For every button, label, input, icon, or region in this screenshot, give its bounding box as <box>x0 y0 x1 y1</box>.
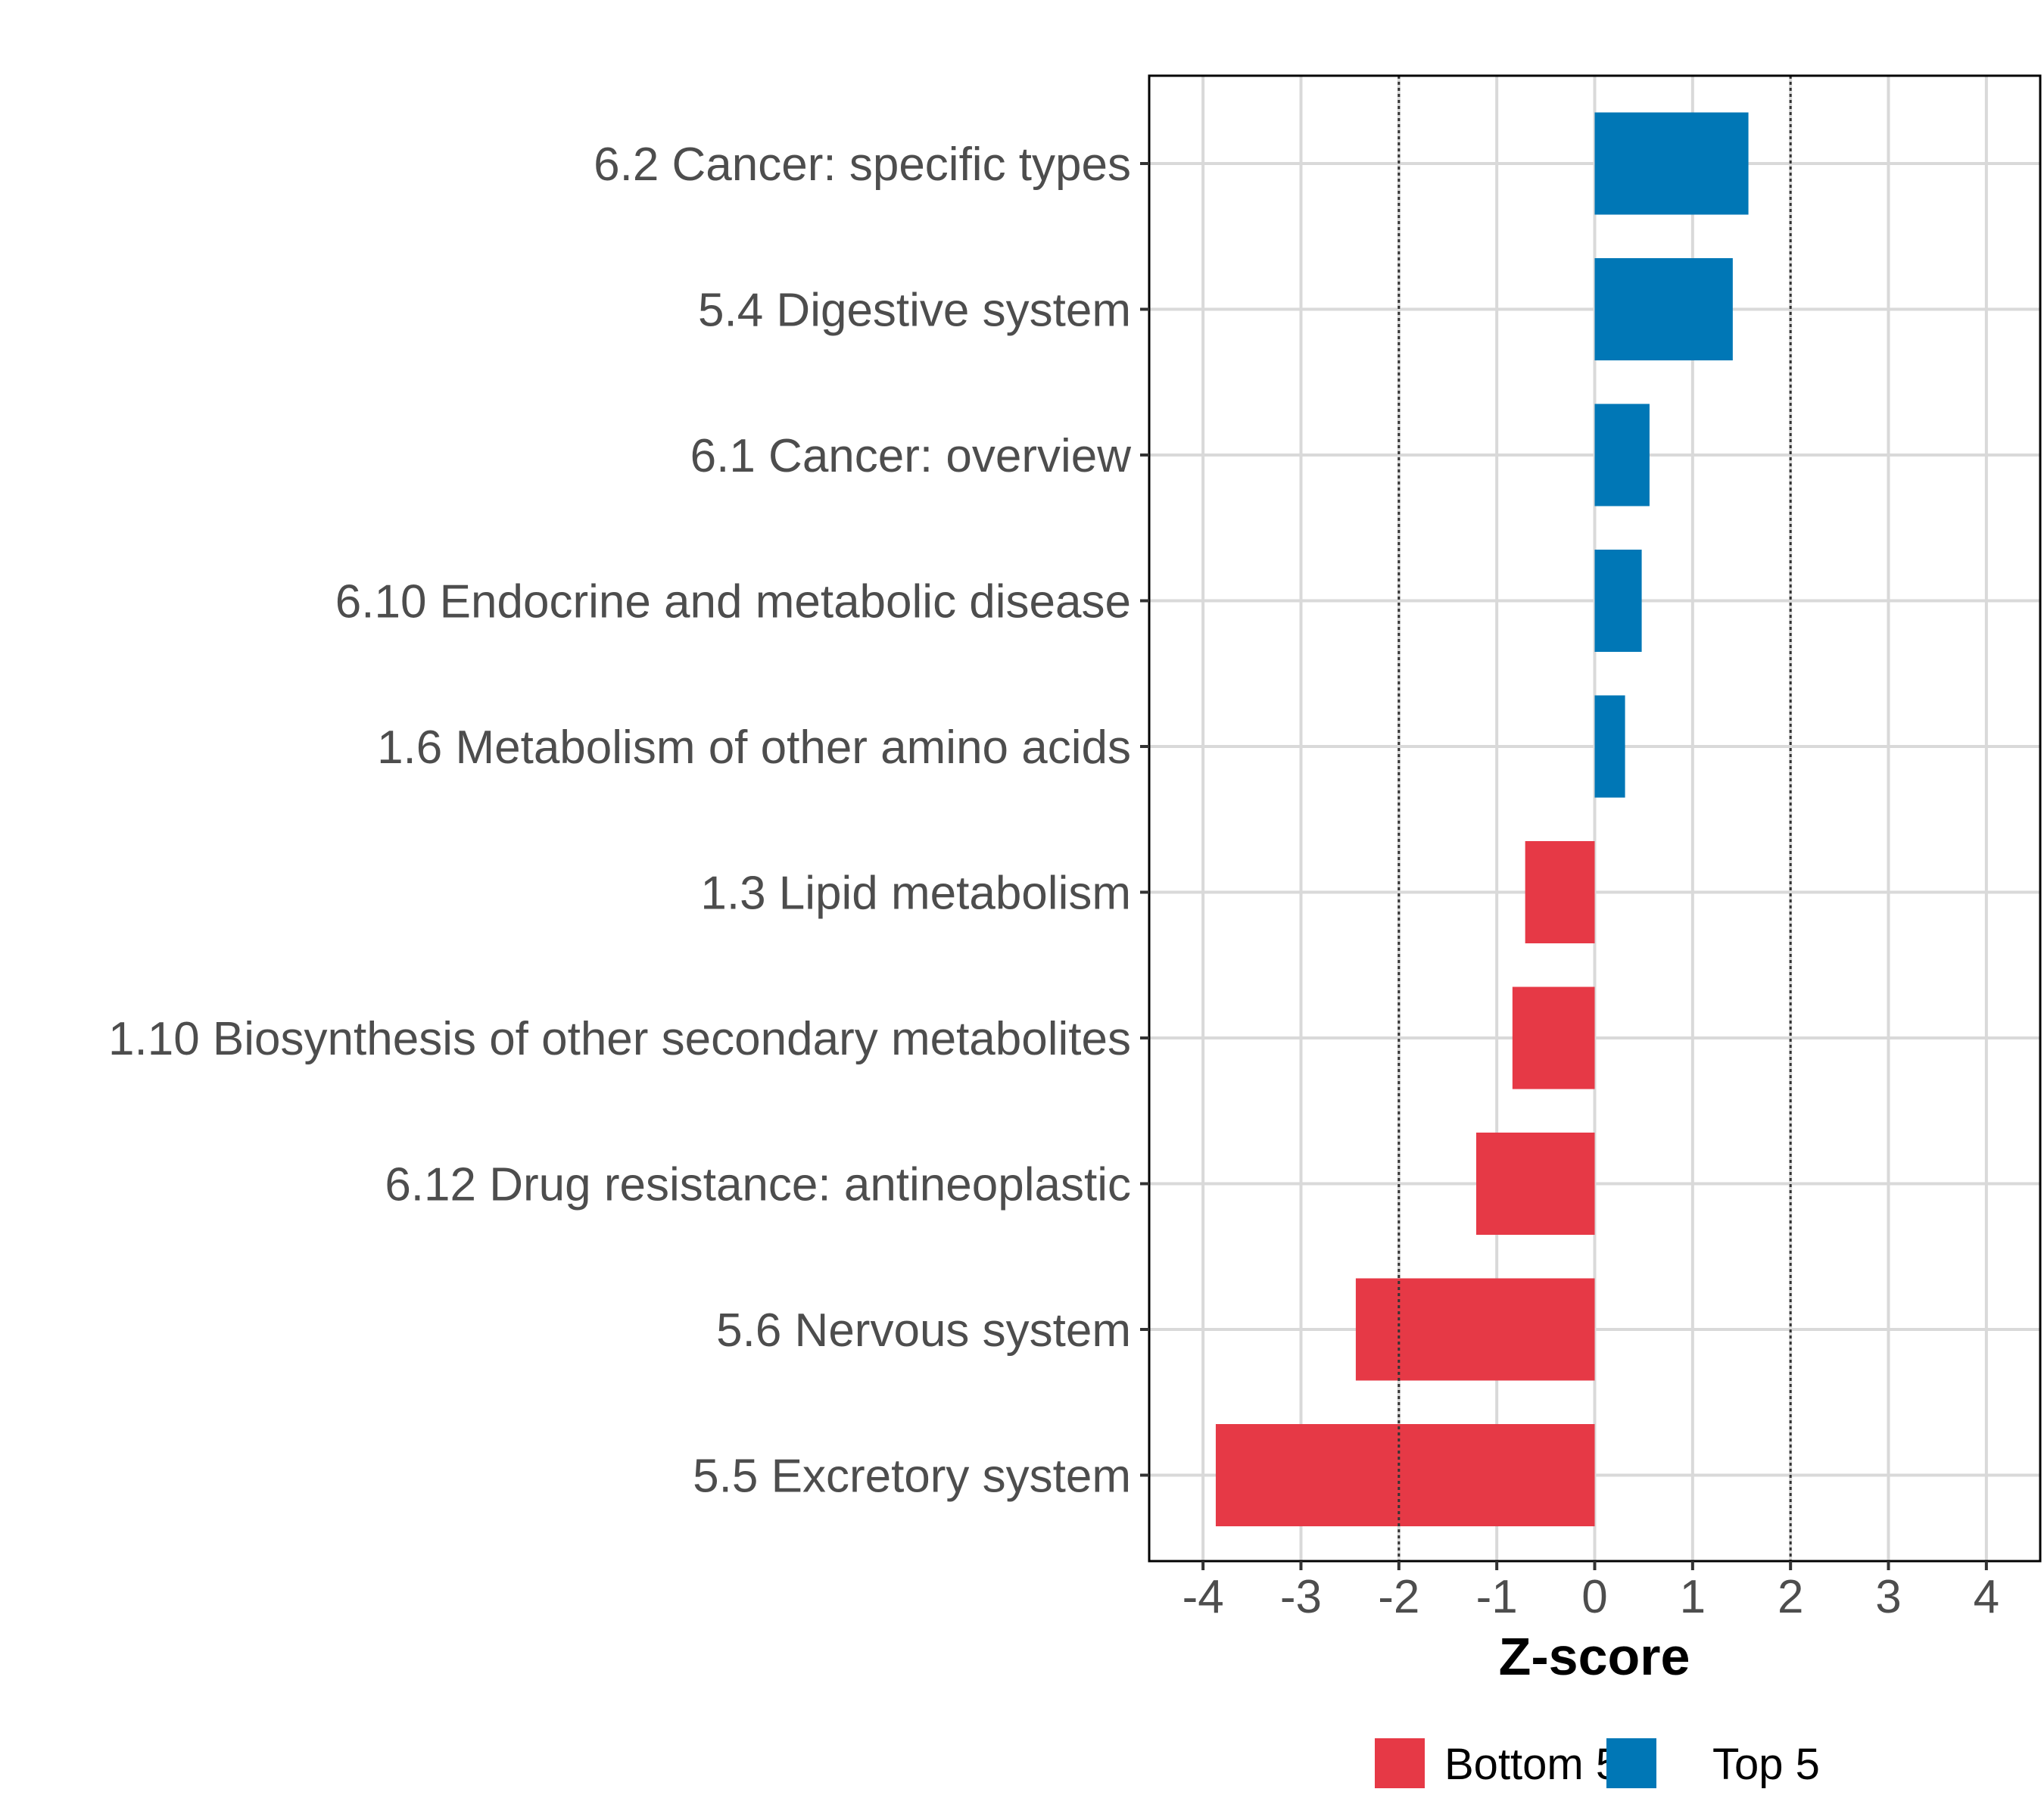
legend-swatch-0 <box>1375 1738 1425 1788</box>
bar-3 <box>1594 550 1642 652</box>
x-tick-labels: -4 -3 -2 -1 0 1 2 3 4 <box>1182 1571 2000 1623</box>
bar-1 <box>1594 258 1733 360</box>
bar-0 <box>1594 112 1749 215</box>
x-tick-label-6: 2 <box>1778 1571 1803 1623</box>
x-tick-label-4: 0 <box>1581 1571 1607 1623</box>
bar-4 <box>1594 695 1625 798</box>
category-label-3: 6.10 Endocrine and metabolic disease <box>335 576 1131 628</box>
x-tick-label-8: 4 <box>1974 1571 1999 1623</box>
category-label-2: 6.1 Cancer: overview <box>690 430 1132 482</box>
bar-9 <box>1215 1424 1595 1526</box>
legend: Bottom 5 Top 5 <box>1375 1738 1820 1789</box>
bar-8 <box>1355 1278 1595 1381</box>
legend-swatch-1 <box>1606 1738 1656 1788</box>
x-tick-label-7: 3 <box>1875 1571 1901 1623</box>
category-label-8: 5.6 Nervous system <box>716 1304 1131 1357</box>
x-tick-label-0: -4 <box>1182 1571 1224 1623</box>
x-tick-label-3: -1 <box>1476 1571 1518 1623</box>
legend-label-0: Bottom 5 <box>1444 1740 1620 1789</box>
x-tick-label-5: 1 <box>1680 1571 1706 1623</box>
category-label-7: 6.12 Drug resistance: antineoplastic <box>385 1159 1131 1211</box>
x-axis-title: Z-score <box>1499 1627 1690 1686</box>
bar-2 <box>1594 404 1650 506</box>
category-label-6: 1.10 Biosynthesis of other secondary met… <box>108 1013 1131 1065</box>
x-tick-label-1: -3 <box>1280 1571 1322 1623</box>
reference-lines <box>1397 76 1792 1561</box>
bar-7 <box>1475 1133 1595 1235</box>
category-labels: 6.2 Cancer: specific types 5.4 Digestive … <box>108 139 1131 1503</box>
bar-6 <box>1512 986 1595 1089</box>
ticks-layer <box>1140 162 1988 1570</box>
category-label-5: 1.3 Lipid metabolism <box>700 868 1131 920</box>
category-label-1: 5.4 Digestive system <box>698 285 1131 337</box>
bars-layer <box>1215 112 1749 1526</box>
category-label-9: 5.5 Excretory system <box>693 1451 1131 1503</box>
legend-label-1: Top 5 <box>1712 1740 1820 1789</box>
bar-5 <box>1525 841 1595 943</box>
category-label-4: 1.6 Metabolism of other amino acids <box>377 722 1131 774</box>
x-tick-label-2: -2 <box>1378 1571 1419 1623</box>
category-label-0: 6.2 Cancer: specific types <box>594 139 1131 191</box>
